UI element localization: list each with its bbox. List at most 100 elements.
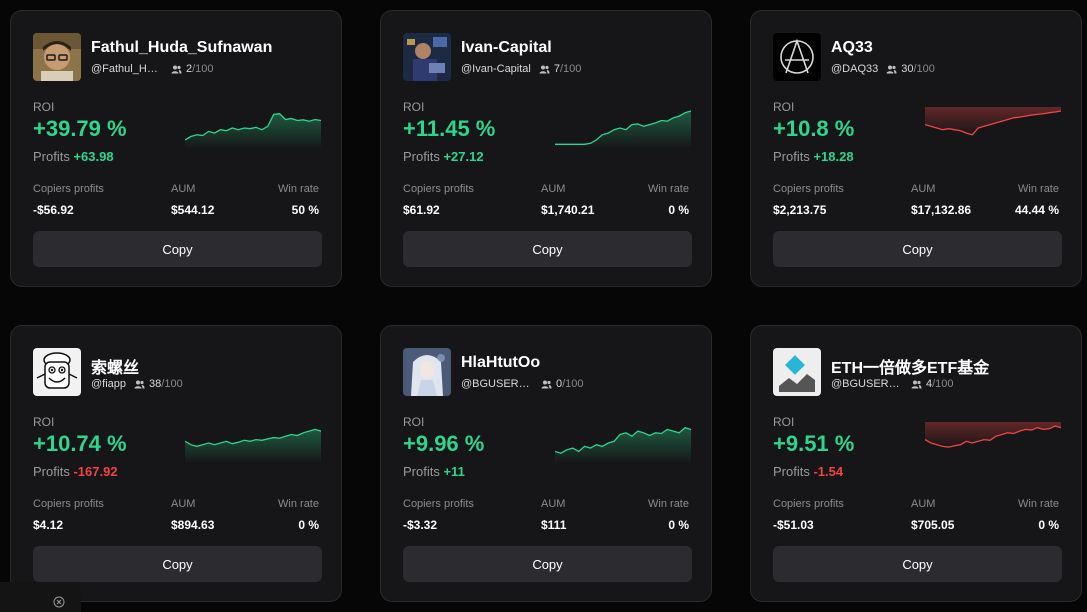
sparkline-area: [185, 429, 321, 462]
trader-handle: @DAQ33: [831, 63, 879, 75]
sparkline-line: [555, 110, 691, 145]
win-rate-value: 0 %: [298, 518, 319, 532]
roi-sparkline: [555, 426, 691, 462]
eth-diamond-logo-avatar[interactable]: [773, 348, 821, 396]
roi-value: +9.96 %: [403, 431, 485, 456]
fantasy-character-avatar[interactable]: [403, 348, 451, 396]
trader-card-5[interactable]: HlaHtutOo @BGUSER-8... 0/100 ROI +9.96 %…: [380, 325, 712, 602]
anarchy-logo-avatar[interactable]: [773, 33, 821, 81]
roi-label: ROI: [403, 415, 425, 429]
copiers-current: 38: [149, 378, 162, 390]
copiers-count: 4/100: [911, 378, 954, 390]
trader-meta: @Ivan-Capital 7/100: [461, 63, 581, 75]
trader-card-3[interactable]: AQ33 @DAQ33 30/100 ROI +10.8 % Profits +…: [750, 10, 1082, 287]
trader-name[interactable]: ETH一倍做多ETF基金: [831, 360, 990, 377]
copiers-profits-label: Copiers profits: [773, 498, 844, 510]
trader-card-6[interactable]: ETH一倍做多ETF基金 @BGUSER-X... 4/100 ROI +9.5…: [750, 325, 1082, 602]
sparkline-line: [185, 113, 321, 141]
copy-button[interactable]: Copy: [773, 546, 1062, 582]
trader-card-2[interactable]: Ivan-Capital @Ivan-Capital 7/100 ROI +11…: [380, 10, 712, 287]
copiers-profits-value: $2,213.75: [773, 203, 827, 217]
profits-row: Profits -1.54: [773, 464, 843, 479]
profits-value: +18.28: [813, 149, 854, 164]
profits-row: Profits +18.28: [773, 149, 854, 164]
copy-button[interactable]: Copy: [33, 231, 322, 267]
profits-value: -167.92: [73, 464, 118, 479]
aum-label: AUM: [911, 183, 936, 195]
sparkline-area: [925, 422, 1061, 448]
trader-name[interactable]: AQ33: [831, 39, 873, 56]
trader-handle: @BGUSER-X...: [831, 378, 903, 390]
roi-sparkline: [925, 422, 1061, 448]
profits-row: Profits +63.98: [33, 149, 114, 164]
copy-button[interactable]: Copy: [773, 231, 1062, 267]
roi-sparkline: [925, 107, 1061, 136]
copiers-profits-label: Copiers profits: [403, 183, 474, 195]
profits-value: +11: [443, 464, 465, 479]
copiers-current: 2: [186, 63, 193, 75]
win-rate-value: 0 %: [668, 203, 689, 217]
photo-man-glasses-avatar[interactable]: [33, 33, 81, 81]
copiers-profits-label: Copiers profits: [403, 498, 474, 510]
profits-label: Profits: [773, 464, 810, 479]
profits-value: +27.12: [443, 149, 484, 164]
copy-button[interactable]: Copy: [403, 546, 692, 582]
trader-meta: @BGUSER-8... 0/100: [461, 378, 584, 390]
profits-label: Profits: [33, 149, 70, 164]
copiers-max: /100: [560, 63, 582, 75]
roi-value: +11.45 %: [403, 116, 496, 141]
trader-meta: @Fathul_Hud... 2/100: [91, 63, 214, 75]
trader-name[interactable]: 索螺丝: [91, 360, 140, 377]
sparkline-line: [555, 426, 691, 454]
win-rate-label: Win rate: [1018, 498, 1059, 510]
trader-handle: @fiapp: [91, 378, 127, 390]
users-icon: [541, 380, 552, 388]
close-circle-icon[interactable]: [53, 596, 65, 608]
floating-close-panel: [0, 582, 81, 612]
trader-name[interactable]: Ivan-Capital: [461, 39, 552, 56]
trader-handle: @BGUSER-8...: [461, 378, 533, 390]
users-icon: [911, 380, 922, 388]
roi-value: +10.74 %: [33, 431, 127, 456]
copiers-profits-value: $4.12: [33, 518, 64, 532]
profits-label: Profits: [403, 464, 440, 479]
trader-name[interactable]: Fathul_Huda_Sufnawan: [91, 39, 273, 56]
win-rate-label: Win rate: [1018, 183, 1059, 195]
copiers-current: 30: [901, 63, 914, 75]
aum-label: AUM: [171, 183, 196, 195]
trader-handle: @Ivan-Capital: [461, 63, 531, 75]
copy-button[interactable]: Copy: [403, 231, 692, 267]
copiers-max: /100: [913, 63, 935, 75]
trader-meta: @fiapp 38/100: [91, 378, 183, 390]
roi-value: +39.79 %: [33, 116, 127, 141]
copiers-profits-label: Copiers profits: [33, 183, 104, 195]
roi-value: +10.8 %: [773, 116, 855, 141]
trader-card-4[interactable]: 索螺丝 @fiapp 38/100 ROI +10.74 % Profits -…: [10, 325, 342, 602]
win-rate-label: Win rate: [648, 498, 689, 510]
roi-label: ROI: [33, 100, 55, 114]
cartoon-character-avatar[interactable]: [33, 348, 81, 396]
trader-card-1[interactable]: Fathul_Huda_Sufnawan @Fathul_Hud... 2/10…: [10, 10, 342, 287]
aum-label: AUM: [541, 183, 566, 195]
win-rate-label: Win rate: [278, 498, 319, 510]
aum-value: $1,740.21: [541, 203, 595, 217]
roi-sparkline: [555, 110, 691, 147]
trader-handle: @Fathul_Hud...: [91, 63, 163, 75]
roi-sparkline: [185, 428, 321, 462]
copiers-max: /100: [161, 378, 183, 390]
profits-row: Profits +11: [403, 464, 465, 479]
photo-man-night-avatar[interactable]: [403, 33, 451, 81]
users-icon: [539, 65, 550, 73]
users-icon: [134, 380, 145, 388]
trader-name[interactable]: HlaHtutOo: [461, 354, 541, 371]
aum-label: AUM: [171, 498, 196, 510]
users-icon: [886, 65, 897, 73]
aum-value: $544.12: [171, 203, 215, 217]
copiers-current: 0: [556, 378, 563, 390]
copiers-max: /100: [192, 63, 214, 75]
copy-button[interactable]: Copy: [33, 546, 322, 582]
copiers-count: 38/100: [134, 378, 183, 390]
roi-value: +9.51 %: [773, 431, 855, 456]
profits-label: Profits: [33, 464, 70, 479]
aum-value: $17,132.86: [911, 203, 972, 217]
